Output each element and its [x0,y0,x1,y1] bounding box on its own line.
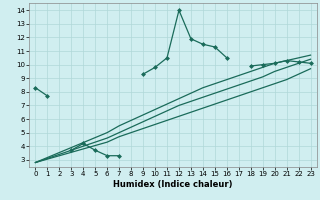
X-axis label: Humidex (Indice chaleur): Humidex (Indice chaleur) [113,180,233,189]
